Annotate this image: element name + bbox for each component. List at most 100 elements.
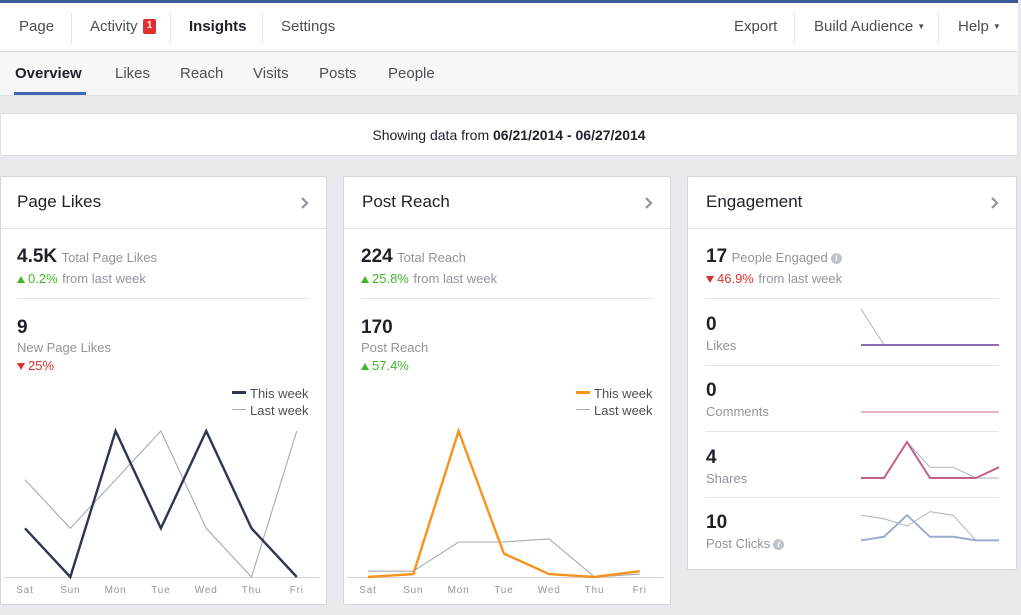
chevron-right-icon[interactable] [988,194,1002,212]
x-tick-label: Wed [195,585,218,596]
nav-activity[interactable]: Activity 1 [90,3,157,52]
active-tab-indicator [14,92,86,95]
tab-visits[interactable]: Visits [253,65,289,82]
people-engaged-label: People Engaged [731,250,828,265]
x-tick-label: Thu [242,585,262,596]
nav-activity-label: Activity [90,18,138,35]
card-title: Page Likes [17,192,102,211]
info-icon[interactable]: i [773,539,785,550]
post-reach-header[interactable]: Post Reach [344,177,670,229]
caret-down-icon: ▼ [992,22,1001,31]
page-likes-header[interactable]: Page Likes [1,177,326,229]
likes-last-week-line [860,308,999,346]
tab-overview[interactable]: Overview [15,65,82,82]
shares-sparkline [861,440,1000,479]
shares-label: Shares [706,471,748,486]
total-reach-label: Total Reach [397,250,466,265]
post-clicks-sparkline [860,511,999,542]
total-reach-value: 224 [361,246,393,267]
build-audience-label: Build Audience [814,18,914,35]
x-tick-label: Thu [585,585,605,596]
post-clicks-label-text: Post Clicks [706,536,771,551]
legend-swatch [576,391,590,394]
down-arrow-icon [17,363,25,370]
total-page-likes-label: Total Page Likes [61,250,157,265]
people-engaged-change: 46.9% [717,271,754,286]
x-tick-label: Fri [633,585,647,596]
people-engaged-value: 17 [706,246,728,267]
x-tick-label: Mon [105,585,127,596]
engagement-row-comments: 0 Comments [705,366,999,432]
legend-this-week: This week [594,386,653,401]
insights-subnav: Overview Likes Reach Visits Posts People [0,52,1018,96]
divider [705,298,999,299]
post-reach-label: Post Reach [361,340,429,355]
post-reach-card: Post Reach 224 Total Reach 25.8% from la… [343,176,671,605]
legend-swatch [232,409,246,410]
tab-people[interactable]: People [388,65,435,82]
export-button[interactable]: Export [734,18,778,35]
engagement-header[interactable]: Engagement [688,177,1016,229]
nav-settings[interactable]: Settings [281,18,336,35]
date-range-banner: Showing data from 06/21/2014 - 06/27/201… [0,113,1018,156]
shares-this-week-line [861,440,1000,479]
x-tick-label: Sun [60,585,80,596]
total-page-likes-value: 4.5K [17,246,58,267]
x-tick-label: Sat [359,585,376,596]
chevron-right-icon[interactable] [642,194,656,212]
legend-swatch [232,391,246,394]
shares-last-week-line [861,441,999,479]
x-tick-label: Mon [448,585,470,596]
comments-label: Comments [706,404,769,419]
new-page-likes-value: 9 [17,317,28,338]
total-reach-change: 25.8% [372,271,409,286]
tab-likes[interactable]: Likes [115,65,151,82]
nav-divider [262,13,263,44]
new-likes-change: 25% [28,358,55,373]
nav-divider [71,13,72,44]
engagement-row-post-clicks: 10 Post Clicks i [705,498,999,564]
engagement-card: Engagement 17 People Engaged i 46.9% from… [687,176,1017,570]
page-likes-last-week-line [24,430,298,579]
chart-legend: This week Last week [232,385,309,419]
nav-divider [794,13,795,44]
caret-down-icon: ▼ [917,22,926,31]
x-tick-label: Tue [494,585,513,596]
x-tick-label: Fri [290,585,304,596]
divider [17,298,310,299]
post-reach-value: 170 [361,317,393,338]
build-audience-dropdown[interactable]: Build Audience ▼ [814,3,925,52]
date-range-prefix: Showing data from [372,127,494,143]
change-suffix: from last week [413,271,498,286]
help-dropdown[interactable]: Help ▼ [958,3,1001,52]
tab-reach[interactable]: Reach [180,65,224,82]
page-likes-chart: Sat Sun Mon Tue Wed Thu Fri [4,427,319,596]
card-title: Post Reach [362,192,450,211]
likes-value: 0 [706,314,717,335]
activity-badge: 1 [142,19,157,34]
engagement-row-likes: 0 Likes [705,299,999,365]
nav-page[interactable]: Page [19,18,55,35]
legend-last-week: Last week [594,403,653,418]
nav-insights[interactable]: Insights [189,18,247,35]
post-reach-last-week-line [368,538,640,578]
nav-divider [938,13,939,44]
top-nav: Page Activity 1 Insights Settings Export… [0,0,1018,52]
post-clicks-label: Post Clicks i [706,536,785,551]
info-icon[interactable]: i [830,253,842,264]
help-label: Help [958,18,989,35]
tab-posts[interactable]: Posts [319,65,357,82]
likes-label: Likes [706,338,737,353]
up-arrow-icon [361,276,369,283]
chevron-right-icon[interactable] [298,194,312,212]
engagement-row-shares: 4 Shares [705,432,1000,498]
x-tick-label: Tue [151,585,170,596]
post-reach-chart: Sat Sun Mon Tue Wed Thu Fri [347,427,663,596]
change-suffix: from last week [62,271,146,286]
nav-divider [170,13,171,44]
up-arrow-icon [17,276,25,283]
legend-this-week: This week [250,386,309,401]
post-reach-change: 57.4% [372,358,409,373]
divider [361,298,654,299]
new-page-likes-label: New Page Likes [17,340,111,355]
